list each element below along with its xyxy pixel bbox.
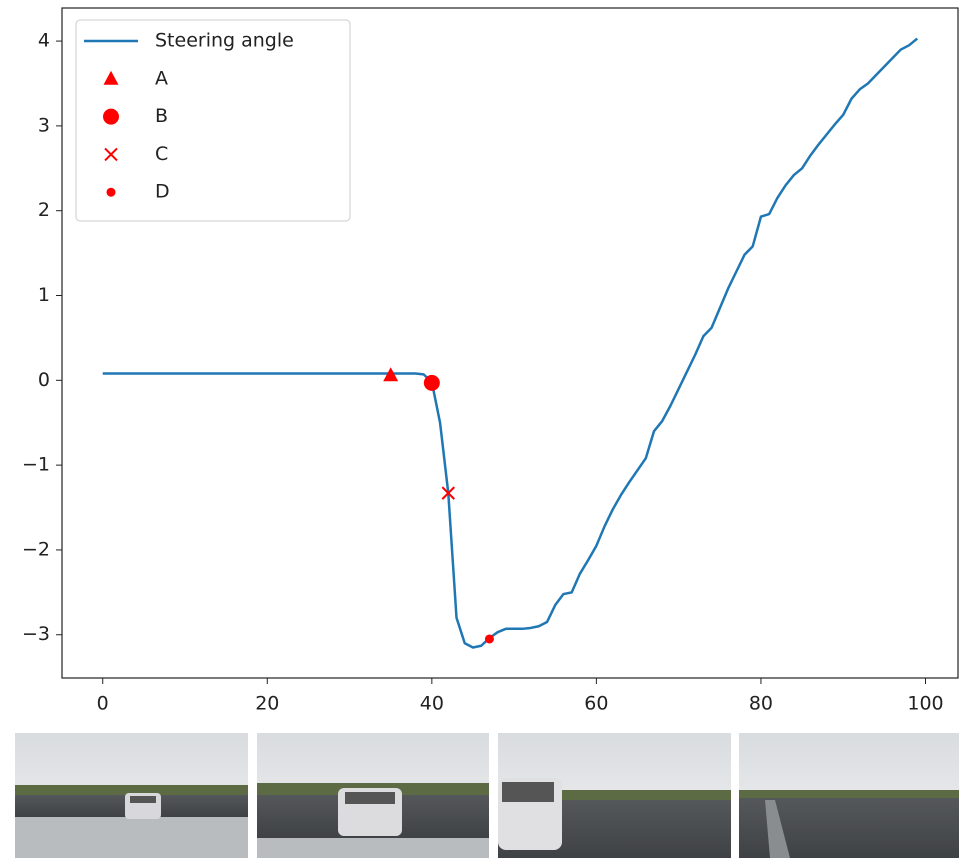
frame-4 [739,733,959,858]
page: {"chart_data": {"type": "line", "xlim": … [0,0,959,858]
x-tick-label: 80 [749,693,773,715]
x-tick-label: 100 [907,693,943,715]
y-tick-label: −2 [22,538,50,560]
y-tick-label: −1 [22,454,50,476]
y-tick-label: 2 [38,199,50,221]
chart: −3−2−101234020406080100Steering angleABC… [0,0,959,858]
legend-swatch [107,188,116,197]
legend-label: B [155,105,168,127]
legend-swatch [103,109,119,125]
y-tick-label: 3 [38,114,50,136]
y-tick-label: −3 [22,623,50,645]
marker-dot [485,634,494,643]
legend-label: A [155,67,168,89]
legend-label: D [155,181,170,203]
y-tick-label: 4 [38,30,50,52]
frame-3 [498,733,731,858]
x-tick-label: 40 [420,693,444,715]
frame-2 [257,733,489,858]
camera-frames [15,733,959,858]
y-tick-label: 0 [38,369,50,391]
x-tick-label: 0 [97,693,109,715]
legend-label: C [155,143,168,165]
x-tick-label: 20 [255,693,279,715]
x-tick-label: 60 [584,693,608,715]
marker-circle [424,375,440,391]
y-tick-label: 1 [38,284,50,306]
frame-1 [15,733,248,858]
legend-label: Steering angle [155,30,294,52]
